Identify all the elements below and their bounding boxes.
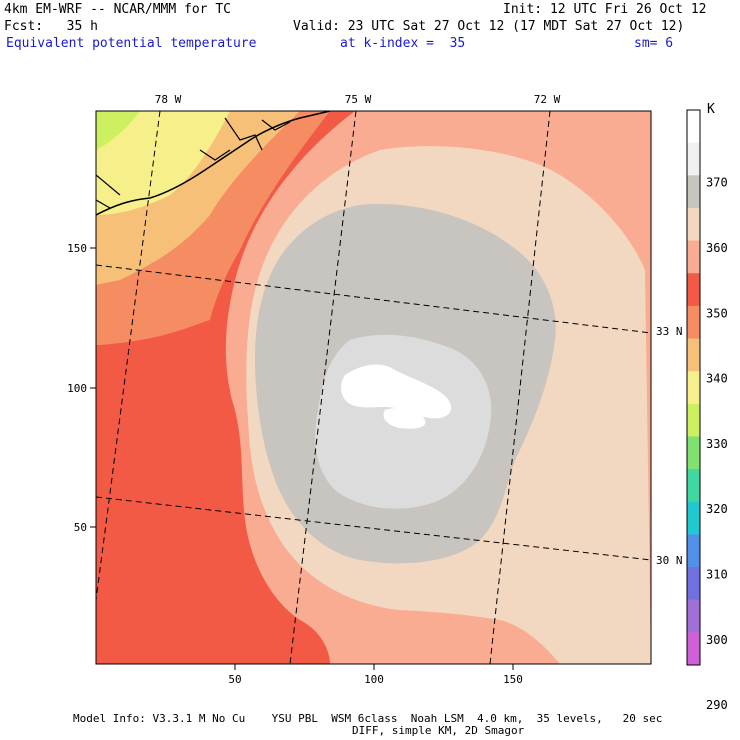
colorbar-swatch	[687, 207, 700, 242]
k-index-label: at k-index = 35	[340, 36, 466, 51]
colorbar-swatch	[687, 436, 700, 470]
colorbar-label: 310	[706, 567, 728, 581]
lon-line-72w	[489, 111, 551, 664]
state-borders	[96, 117, 291, 209]
smoothing-label: sm= 6	[634, 36, 674, 51]
lon-label: 75 W	[345, 93, 372, 106]
lon-line-75w	[289, 111, 357, 664]
x-tick-label: 100	[364, 673, 384, 686]
y-tick-label: 100	[67, 382, 87, 395]
lat-label: 30 N	[656, 554, 683, 567]
colorbar-label: 290	[706, 698, 728, 712]
theta-e-field	[96, 111, 651, 664]
colorbar: 370360350340330320310300290280	[686, 109, 728, 712]
model-info-line-2: DIFF, simple KM, 2D Smagor	[352, 724, 525, 737]
colorbar-label: 330	[706, 437, 728, 451]
colorbar-label: 320	[706, 502, 728, 516]
x-axis: 50 100 150	[228, 664, 523, 686]
field-300-region	[96, 111, 140, 150]
field-name: Equivalent potential temperature	[6, 36, 257, 51]
colorbar-swatch	[687, 338, 700, 372]
init-time: Init: 12 UTC Fri 26 Oct 12	[503, 2, 707, 17]
colorbar-swatch	[687, 273, 700, 307]
model-title: 4km EM-WRF -- NCAR/MMM for TC	[4, 2, 231, 17]
colorbar-label: 300	[706, 633, 728, 647]
x-tick-label: 50	[228, 673, 241, 686]
coastline	[96, 111, 331, 216]
colorbar-swatch	[687, 534, 700, 568]
y-axis: 150 100 50	[67, 242, 96, 534]
colorbar-swatch	[687, 469, 700, 503]
colorbar-frame	[686, 109, 701, 666]
lon-label: 78 W	[155, 93, 182, 106]
colorbar-unit: K	[707, 102, 715, 117]
field-310-region	[96, 111, 230, 215]
lon-label: 72 W	[534, 93, 561, 106]
colorbar-label: 340	[706, 372, 728, 386]
field-370-patch	[383, 408, 426, 429]
colorbar-swatch	[687, 175, 700, 209]
colorbar-swatch	[687, 305, 700, 340]
valid-time: Valid: 23 UTC Sat 27 Oct 12 (17 MDT Sat …	[293, 19, 685, 34]
x-tick-label: 150	[503, 673, 523, 686]
colorbar-swatch	[687, 599, 700, 633]
colorbar-swatch	[687, 110, 700, 144]
y-tick-label: 50	[74, 521, 87, 534]
lat-line-30n	[96, 496, 651, 561]
colorbar-swatch	[687, 403, 700, 437]
colorbar-label: 370	[706, 176, 728, 190]
colorbar-swatch	[687, 501, 700, 535]
model-info-line: Model Info: V3.3.1 M No Cu YSU PBL WSM 6…	[73, 712, 663, 725]
forecast-hour: Fcst: 35 h	[4, 19, 98, 34]
colorbar-swatch	[687, 371, 700, 405]
colorbar-label: 360	[706, 241, 728, 255]
lon-line-78w	[96, 111, 161, 601]
y-tick-label: 150	[67, 242, 87, 255]
lat-label: 33 N	[656, 325, 683, 338]
lat-line-33n	[96, 264, 651, 334]
colorbar-swatch	[687, 142, 700, 176]
colorbar-swatch	[687, 567, 700, 601]
field-370-region	[340, 364, 452, 419]
colorbar-swatch	[687, 632, 700, 666]
colorbar-label: 350	[706, 306, 728, 320]
colorbar-swatch	[687, 240, 700, 274]
